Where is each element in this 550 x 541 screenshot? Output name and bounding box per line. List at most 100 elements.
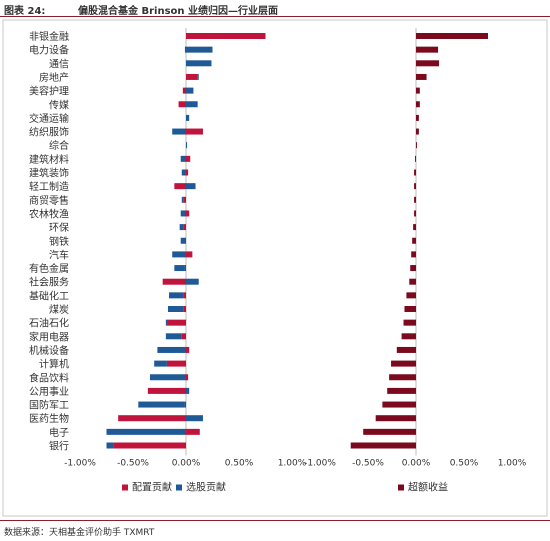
excess-return-bar [391, 360, 416, 367]
allocation-bar [186, 33, 266, 39]
category-label: 医药生物 [29, 412, 69, 425]
category-label: 汽车 [49, 248, 69, 261]
allocation-bar [186, 73, 198, 80]
allocation-bar [184, 401, 186, 408]
category-label: 煤炭 [49, 303, 69, 316]
excess-return-bar [416, 46, 439, 53]
category-label: 电子 [49, 426, 69, 439]
selection-bar [149, 374, 186, 381]
allocation-bar [162, 278, 186, 285]
selection-bar [167, 306, 184, 312]
excess-return-bar [416, 114, 419, 121]
selection-bar [197, 73, 199, 80]
selection-bar [180, 155, 186, 162]
allocation-bar [147, 387, 186, 394]
selection-bar [165, 319, 168, 326]
excess-return-bar [414, 183, 416, 190]
allocation-bar [186, 374, 189, 381]
x-tick-label: 1.00% [498, 459, 527, 469]
figure-title: 偏股混合基金 Brinson 业绩归因—行业层面 [78, 6, 279, 17]
category-label: 房地产 [39, 71, 69, 84]
excess-return-bar [389, 374, 416, 381]
allocation-bar [183, 224, 186, 231]
allocation-bar [183, 306, 186, 312]
selection-bar [169, 292, 184, 299]
selection-bar [186, 415, 203, 422]
excess-return-bar [414, 169, 416, 176]
figure-header: 图表 24: 偏股混合基金 Brinson 业绩归因—行业层面 [0, 0, 550, 18]
excess-return-bar [413, 224, 416, 231]
selection-bar [106, 428, 186, 435]
allocation-bar [118, 415, 186, 422]
category-label: 农林牧渔 [29, 207, 69, 220]
excess-return-bar [410, 265, 416, 272]
category-label: 商贸零售 [29, 194, 69, 207]
category-label: 交通运输 [29, 112, 69, 125]
allocation-bar [186, 428, 200, 435]
allocation-bar [178, 101, 186, 108]
selection-bar [186, 60, 212, 67]
allocation-bar [182, 87, 186, 94]
selection-bar [180, 210, 186, 217]
allocation-bar [186, 155, 191, 162]
category-label: 有色金属 [29, 262, 69, 275]
selection-bar [186, 278, 199, 285]
category-label: 银行 [49, 440, 69, 453]
category-label: 环保 [49, 221, 69, 234]
excess-return-bar [416, 60, 440, 67]
category-label: 综合 [49, 139, 69, 152]
selection-bar [157, 346, 186, 353]
selection-bar [179, 224, 184, 231]
excess-return-bar [412, 237, 416, 244]
allocation-bar [186, 346, 190, 353]
x-tick-label: -0.50% [352, 459, 384, 469]
allocation-bar [166, 360, 186, 367]
selection-bar [186, 87, 194, 94]
category-label: 纺织服饰 [29, 126, 69, 139]
allocation-bar [186, 128, 203, 135]
legend-label-selection: 选股贡献 [186, 481, 226, 494]
x-tick-label: -1.00% [64, 459, 96, 469]
category-label: 机械设备 [29, 344, 69, 357]
selection-bar [180, 237, 186, 244]
excess-return-bar [396, 346, 416, 353]
allocation-bar [186, 169, 189, 176]
category-label: 食品饮料 [29, 371, 69, 384]
allocation-bar [183, 292, 186, 299]
category-label: 轻工制造 [29, 180, 69, 193]
category-label: 石油石化 [29, 317, 69, 330]
selection-bar [181, 169, 186, 176]
selection-bar [186, 101, 198, 108]
selection-bar [172, 251, 186, 258]
chart-frame [2, 19, 548, 517]
selection-bar [138, 401, 185, 408]
selection-bar [154, 360, 167, 367]
excess-return-bar [363, 428, 416, 435]
category-label: 建筑装饰 [29, 167, 69, 180]
x-tick-label: 0.00% [172, 459, 201, 469]
x-tick-label: 1.00% [278, 459, 307, 469]
excess-return-bar [375, 415, 416, 422]
selection-bar [186, 387, 190, 394]
header-rule [0, 16, 550, 17]
category-label: 非银金融 [29, 30, 69, 43]
selection-bar [165, 333, 182, 340]
excess-return-bar [414, 196, 416, 203]
category-label: 公用事业 [29, 385, 69, 398]
category-label: 社会服务 [29, 276, 69, 289]
excess-return-bar [416, 101, 420, 108]
selection-bar [186, 46, 213, 53]
excess-return-bar [415, 155, 416, 162]
selection-bar [174, 265, 185, 272]
x-tick-label: 0.00% [402, 459, 431, 469]
excess-return-bar [382, 401, 416, 408]
excess-return-bar [416, 73, 427, 80]
category-label: 传媒 [49, 99, 69, 111]
excess-return-bar [416, 128, 419, 135]
selection-bar [181, 196, 184, 203]
selection-bar [186, 183, 196, 190]
allocation-bar [181, 333, 186, 340]
allocation-bar [167, 319, 186, 326]
excess-return-bar [414, 210, 416, 217]
excess-return-bar [404, 306, 416, 312]
